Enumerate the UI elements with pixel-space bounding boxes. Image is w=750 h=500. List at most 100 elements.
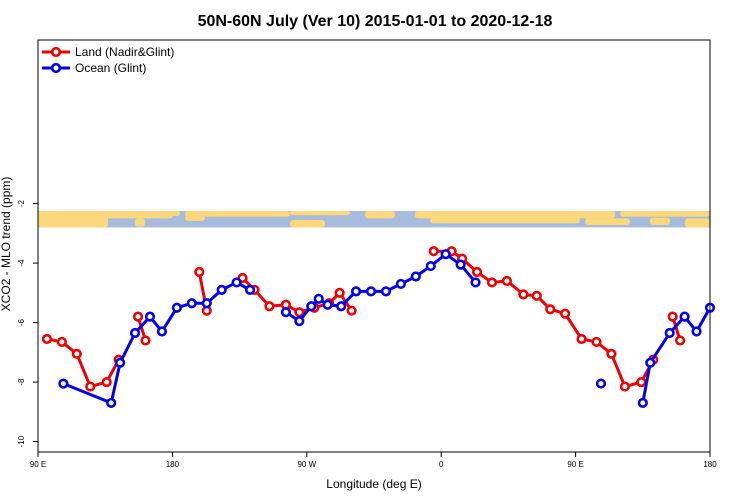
- map-land: [135, 218, 145, 227]
- x-tick-label: 180: [703, 460, 717, 469]
- data-point: [306, 301, 317, 312]
- data-point: [194, 266, 205, 278]
- map-land: [185, 215, 205, 221]
- data-point: [71, 348, 82, 359]
- data-point: [667, 311, 678, 322]
- legend-marker: [50, 62, 62, 74]
- data-point: [664, 327, 675, 339]
- data-point: [637, 397, 648, 409]
- data-point: [106, 397, 117, 409]
- map-land: [365, 211, 395, 219]
- data-point: [58, 378, 69, 389]
- data-point: [518, 289, 529, 300]
- map-land: [650, 217, 670, 225]
- data-point: [675, 335, 686, 346]
- data-point: [591, 336, 602, 348]
- data-point: [280, 307, 291, 318]
- series-ocean-glint: [58, 249, 716, 409]
- data-point: [350, 286, 362, 297]
- map-land: [415, 211, 615, 219]
- legend: Land (Nadir&Glint) Ocean (Glint): [42, 45, 174, 75]
- data-point: [334, 287, 345, 298]
- map-land: [150, 211, 180, 216]
- data-point: [132, 311, 144, 322]
- data-point: [313, 293, 324, 304]
- data-point: [691, 326, 702, 337]
- map-land: [290, 211, 350, 216]
- map-land: [685, 218, 710, 228]
- data-point: [645, 357, 656, 368]
- data-point: [346, 305, 357, 316]
- x-tick-label: 90 E: [30, 460, 46, 469]
- data-point: [560, 308, 571, 319]
- map-land: [290, 220, 325, 228]
- data-point: [679, 311, 690, 322]
- data-point: [140, 335, 151, 346]
- data-point: [486, 277, 498, 288]
- map-land: [620, 211, 710, 217]
- series-line: [433, 249, 655, 389]
- x-axis: 90 E 180 90 W 0 90 E 180: [30, 452, 717, 469]
- y-tick-label: -2: [17, 200, 26, 208]
- world-map-strip: [38, 211, 710, 228]
- y-tick-label: -8: [17, 378, 26, 386]
- data-point: [576, 333, 587, 345]
- data-point: [171, 302, 182, 313]
- data-point: [470, 277, 481, 288]
- series-layer: [41, 246, 716, 409]
- data-point: [501, 275, 513, 287]
- data-point: [322, 299, 333, 310]
- data-point: [365, 286, 377, 297]
- data-point: [129, 327, 141, 339]
- data-point: [294, 316, 305, 327]
- data-point: [294, 307, 305, 318]
- data-point: [395, 278, 406, 290]
- data-point: [425, 260, 436, 272]
- data-point: [619, 381, 630, 392]
- data-point: [201, 298, 212, 309]
- data-point: [101, 376, 112, 388]
- data-point: [156, 326, 168, 337]
- map-land: [38, 211, 173, 219]
- chart-title: 50N-60N July (Ver 10) 2015-01-01 to 2020…: [198, 13, 553, 30]
- data-point: [231, 277, 242, 288]
- map-land: [38, 216, 108, 228]
- map-land: [585, 218, 630, 225]
- data-point: [244, 284, 256, 295]
- data-point: [606, 348, 617, 359]
- data-point: [410, 271, 421, 282]
- data-point: [144, 311, 156, 322]
- data-point: [545, 304, 556, 315]
- y-tick-label: -6: [17, 318, 26, 326]
- map-land: [185, 211, 290, 217]
- x-tick-label: 90 W: [297, 460, 316, 469]
- y-tick-label: -4: [17, 259, 26, 267]
- plot-frame: [37, 39, 711, 453]
- data-point: [428, 246, 439, 257]
- legend-label: Ocean (Glint): [75, 61, 146, 75]
- x-tick-label: 180: [166, 460, 180, 469]
- data-point: [41, 333, 53, 345]
- y-tick-label: -10: [17, 435, 26, 447]
- x-axis-label: Longitude (deg E): [326, 477, 421, 491]
- data-point: [440, 249, 451, 260]
- y-axis-label: XCO2 - MLO trend (ppm): [0, 177, 13, 312]
- x-tick-label: 0: [439, 460, 444, 469]
- data-point: [186, 298, 197, 309]
- data-point: [336, 301, 347, 312]
- data-point: [636, 376, 647, 388]
- data-point: [380, 286, 392, 297]
- y-axis: -10 -8 -6 -4 -2: [17, 200, 38, 447]
- data-point: [85, 381, 96, 392]
- data-point: [216, 284, 227, 295]
- data-point: [471, 266, 483, 278]
- legend-label: Land (Nadir&Glint): [75, 45, 174, 59]
- legend-marker: [50, 46, 62, 58]
- series-land-nadir-glint: [41, 246, 686, 392]
- data-point: [531, 290, 542, 301]
- data-point: [455, 259, 466, 270]
- data-point: [115, 357, 126, 368]
- data-point: [595, 378, 607, 389]
- x-tick-label: 90 E: [567, 460, 583, 469]
